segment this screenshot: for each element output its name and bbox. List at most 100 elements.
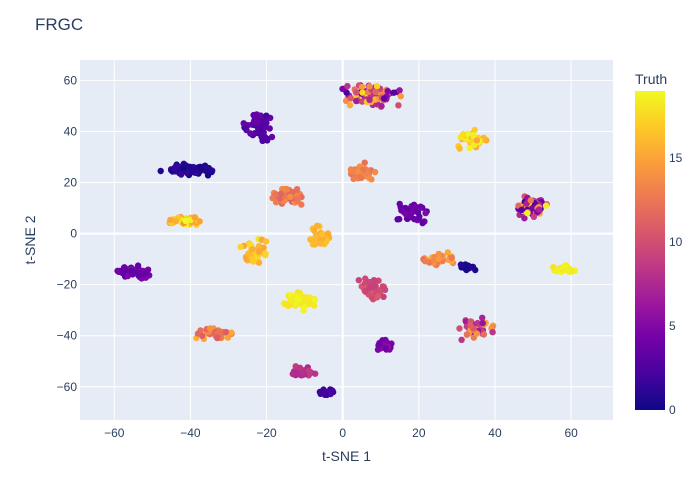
data-point	[412, 203, 419, 210]
data-point	[157, 167, 164, 175]
data-point	[376, 340, 384, 347]
data-point	[380, 293, 387, 300]
y-tick-label: 60	[64, 73, 78, 87]
data-point	[371, 168, 379, 176]
data-point	[310, 302, 318, 309]
data-point	[402, 210, 409, 218]
data-point	[206, 325, 214, 332]
data-point	[359, 166, 367, 173]
chart-title: FRGC	[35, 15, 83, 34]
data-point	[245, 250, 252, 257]
data-point	[214, 334, 221, 341]
data-point	[524, 209, 531, 217]
x-tick-label: −40	[180, 426, 201, 440]
data-point	[566, 268, 573, 275]
data-point	[361, 159, 368, 166]
y-tick-label: −40	[57, 329, 78, 343]
colorbar-tick-label: 15	[669, 151, 683, 165]
data-point	[378, 102, 385, 110]
data-point	[479, 320, 486, 327]
data-point	[419, 219, 426, 227]
data-point	[311, 296, 318, 304]
data-point	[129, 271, 136, 278]
colorbar-tick-label: 5	[669, 319, 676, 333]
data-point	[237, 243, 244, 251]
data-point	[262, 238, 270, 245]
data-point	[521, 215, 528, 222]
data-point	[167, 216, 174, 224]
data-point	[397, 93, 404, 100]
y-tick-label: 40	[64, 124, 78, 138]
data-point	[255, 248, 263, 255]
data-point	[178, 171, 185, 178]
data-point	[222, 328, 230, 336]
data-point	[462, 265, 469, 273]
data-point	[287, 297, 295, 305]
data-point	[296, 364, 304, 371]
data-point	[224, 334, 232, 341]
data-point	[459, 130, 467, 138]
data-point	[228, 329, 235, 336]
data-point	[353, 97, 360, 105]
data-point	[456, 145, 463, 152]
data-point	[467, 322, 474, 329]
data-point	[469, 131, 477, 138]
data-point	[396, 87, 403, 94]
data-point	[257, 112, 264, 119]
data-point	[448, 254, 455, 262]
data-point	[368, 176, 375, 183]
data-point	[319, 231, 326, 238]
y-tick-labels: −60 −40 −20 0 20 40 60	[57, 73, 78, 393]
data-point	[121, 264, 128, 271]
data-point	[191, 214, 198, 221]
data-point	[263, 135, 271, 142]
data-point	[282, 300, 289, 308]
data-point	[457, 261, 465, 268]
data-point	[479, 314, 486, 321]
y-tick-label: −20	[57, 278, 78, 292]
data-point	[518, 206, 525, 214]
data-point	[246, 241, 254, 248]
data-point	[359, 89, 366, 96]
data-point	[329, 387, 336, 394]
x-tick-label: 0	[339, 426, 346, 440]
data-point	[371, 283, 378, 290]
data-point	[294, 195, 301, 202]
data-point	[295, 296, 302, 303]
data-point	[171, 165, 178, 172]
data-point	[339, 85, 346, 93]
data-point	[489, 329, 496, 336]
data-point	[374, 292, 382, 300]
data-point	[529, 204, 536, 212]
data-point	[353, 89, 360, 96]
data-point	[255, 243, 263, 250]
data-point	[456, 325, 463, 332]
y-tick-label: −60	[57, 380, 78, 394]
data-point	[250, 257, 258, 264]
data-point	[355, 277, 362, 284]
x-tick-label: 60	[564, 426, 578, 440]
data-point	[253, 119, 260, 126]
data-point	[384, 88, 391, 95]
x-tick-label: 20	[412, 426, 426, 440]
data-point	[466, 144, 473, 152]
data-point	[347, 95, 354, 102]
x-tick-label: −20	[256, 426, 277, 440]
data-point	[143, 269, 150, 277]
y-axis-label: t-SNE 2	[22, 215, 38, 264]
y-tick-label: 0	[70, 227, 77, 241]
data-point	[263, 112, 270, 119]
data-point	[382, 344, 389, 352]
data-point	[380, 95, 388, 102]
grid-lines	[80, 60, 613, 420]
x-tick-label: 40	[488, 426, 502, 440]
data-point	[358, 174, 365, 181]
data-point	[240, 120, 247, 127]
data-point	[258, 133, 265, 141]
data-point	[414, 209, 422, 216]
data-point	[277, 190, 285, 197]
data-point	[462, 318, 470, 325]
data-point	[417, 203, 424, 210]
data-point	[189, 167, 196, 175]
data-point	[366, 83, 373, 90]
